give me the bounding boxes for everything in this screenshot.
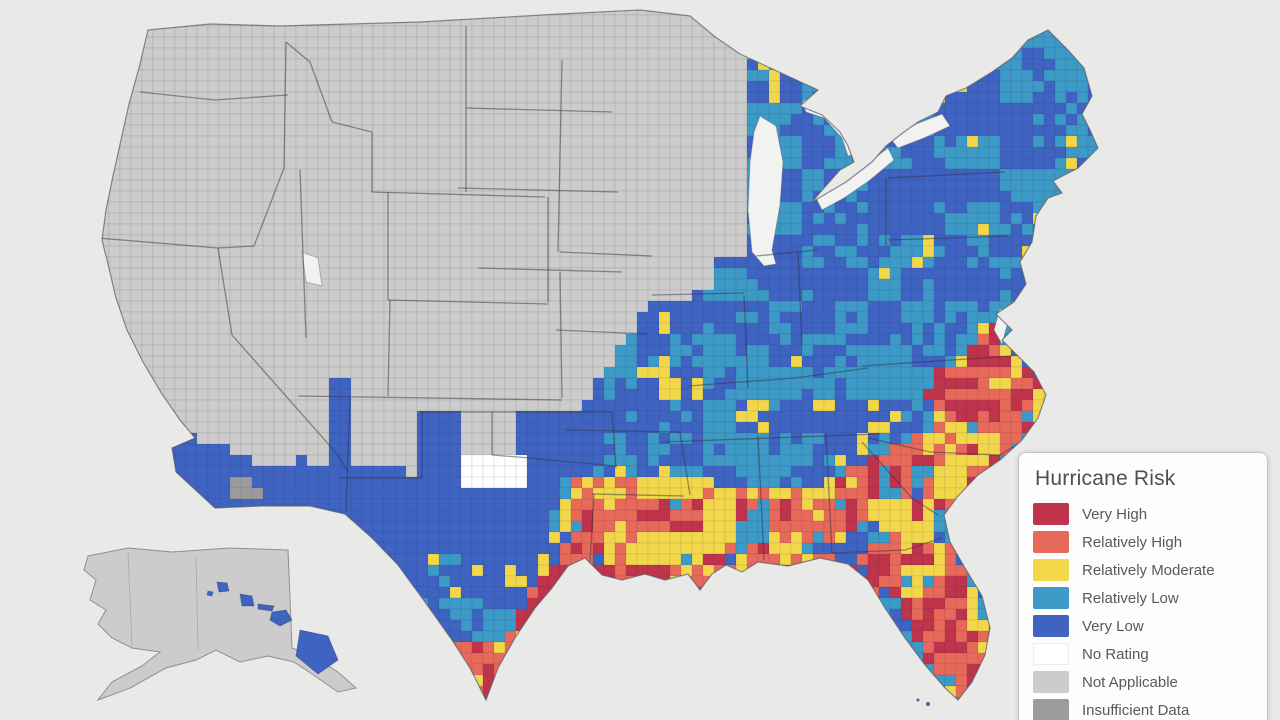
legend-swatch-relatively-low [1033, 587, 1069, 609]
hawaii-island [206, 590, 214, 597]
hawaii-island [269, 609, 293, 627]
legend-item-insufficient-data: Insufficient Data [1033, 696, 1253, 720]
legend-label-very-high: Very High [1082, 505, 1148, 523]
legend-swatch-relatively-high [1033, 531, 1069, 553]
legend-label-relatively-high: Relatively High [1082, 533, 1183, 551]
hawaii-island [239, 593, 255, 607]
legend-label-relatively-low: Relatively Low [1082, 589, 1179, 607]
legend-item-no-rating: No Rating [1033, 640, 1253, 668]
legend-item-relatively-low: Relatively Low [1033, 584, 1253, 612]
legend-swatch-insufficient-data [1033, 699, 1069, 720]
legend-item-not-applicable: Not Applicable [1033, 668, 1253, 696]
legend-swatch-no-rating [1033, 643, 1069, 665]
legend-swatch-not-applicable [1033, 671, 1069, 693]
legend-items: Very High Relatively High Relatively Moder… [1033, 500, 1253, 720]
legend-title: Hurricane Risk [1035, 467, 1176, 490]
legend-label-very-low: Very Low [1082, 617, 1144, 635]
legend-item-relatively-high: Relatively High [1033, 528, 1253, 556]
legend-swatch-very-high [1033, 503, 1069, 525]
legend-item-very-high: Very High [1033, 500, 1253, 528]
legend-item-relatively-moderate: Relatively Moderate [1033, 556, 1253, 584]
legend-item-very-low: Very Low [1033, 612, 1253, 640]
legend-label-relatively-moderate: Relatively Moderate [1082, 561, 1215, 579]
legend-swatch-very-low [1033, 615, 1069, 637]
legend-swatch-relatively-moderate [1033, 559, 1069, 581]
hawaii-island [257, 603, 275, 612]
legend-label-insufficient-data: Insufficient Data [1082, 701, 1190, 719]
legend-label-not-applicable: Not Applicable [1082, 673, 1178, 691]
legend: Hurricane Risk Very High Relatively High R… [1018, 452, 1268, 720]
hawaii-island [295, 629, 339, 675]
hawaii-island [216, 581, 230, 593]
legend-label-no-rating: No Rating [1082, 645, 1149, 663]
alaska-inset [83, 547, 358, 702]
